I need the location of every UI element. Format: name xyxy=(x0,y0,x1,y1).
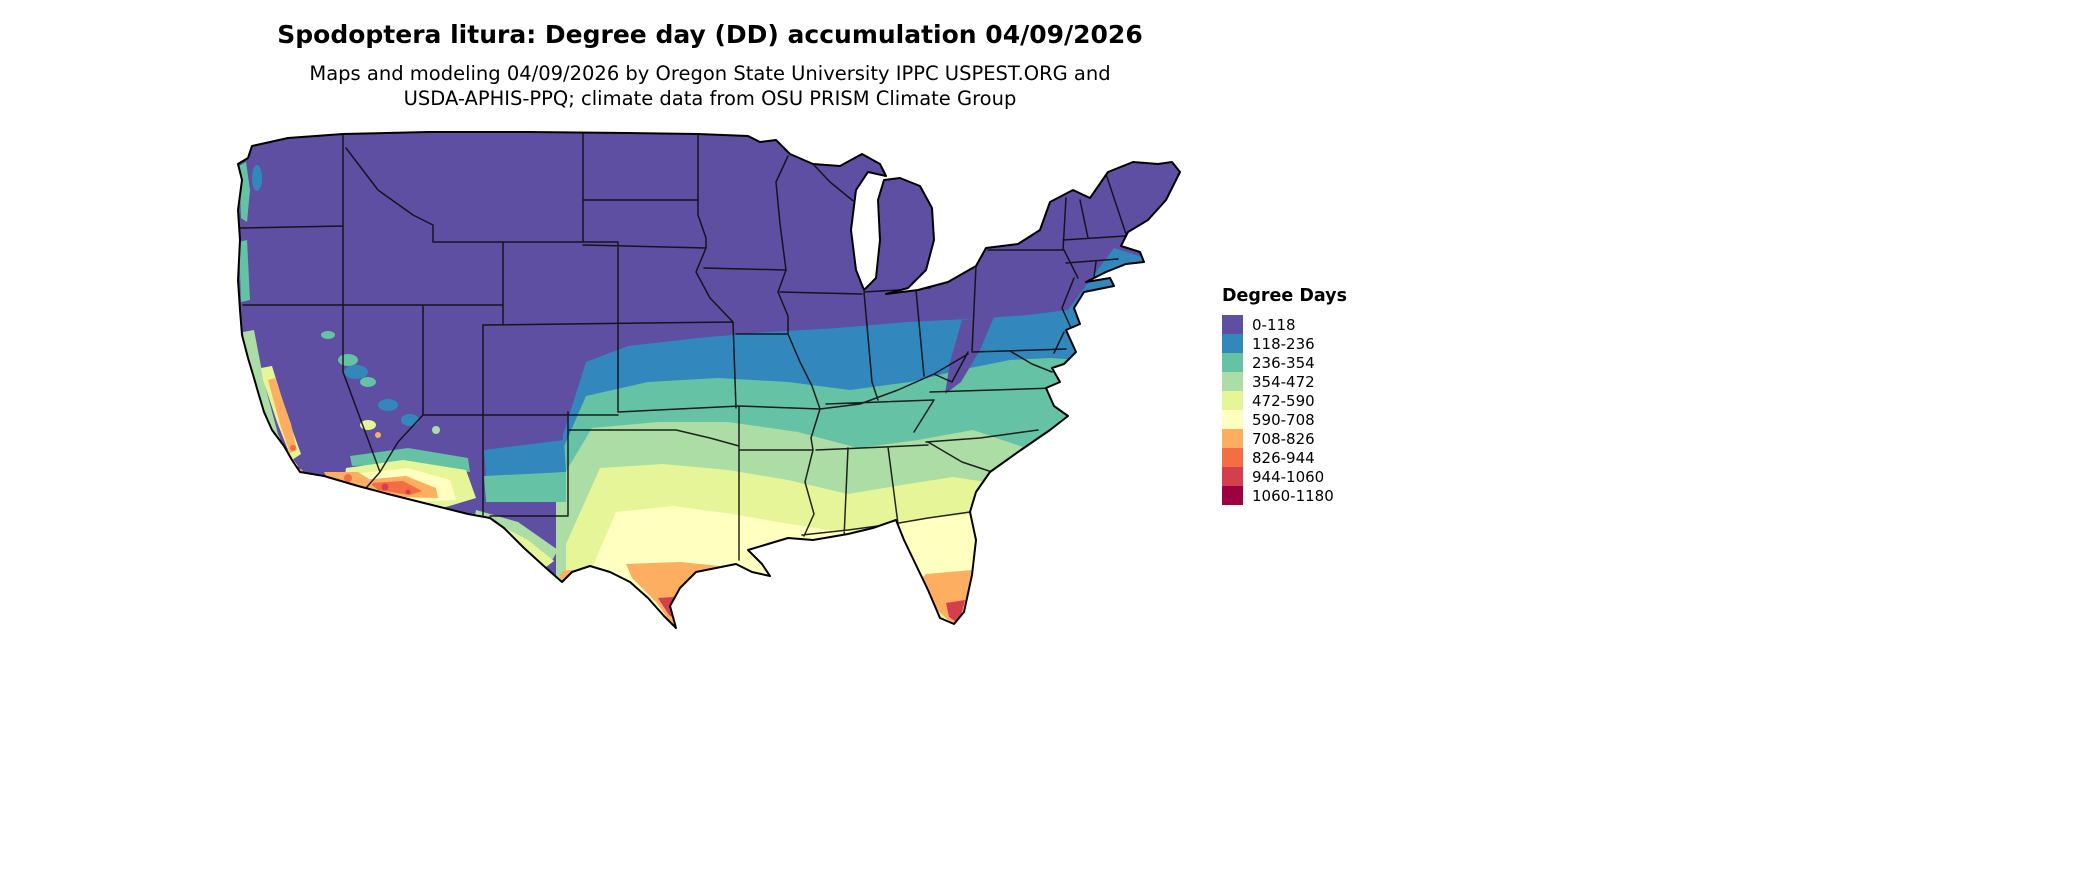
degree-day-map xyxy=(228,120,1203,680)
legend-label: 1060-1180 xyxy=(1252,486,1334,505)
subtitle-line-2: USDA-APHIS-PPQ; climate data from OSU PR… xyxy=(403,86,1017,110)
legend-swatch xyxy=(1222,372,1243,391)
nevada-teal-patch xyxy=(321,331,335,339)
legend-item: 1060-1180 xyxy=(1222,486,1347,505)
page-title: Spodoptera litura: Degree day (DD) accum… xyxy=(277,20,1143,49)
legend-label: 118-236 xyxy=(1252,334,1315,353)
florida-keys-dot xyxy=(947,639,951,643)
puget-sound-blue-patch xyxy=(252,165,262,191)
legend-item: 590-708 xyxy=(1222,410,1347,429)
nevada-teal-patch xyxy=(360,377,376,387)
legend-item: 826-944 xyxy=(1222,448,1347,467)
legend-swatch xyxy=(1222,486,1243,505)
central-valley-orange-core xyxy=(268,378,297,453)
legend: Degree Days 0-118 118-236 236-354 354-472 47… xyxy=(1222,286,1347,505)
band-590-708 xyxy=(586,506,900,628)
legend-swatch xyxy=(1222,391,1243,410)
legend-title: Degree Days xyxy=(1222,286,1348,306)
california-coast-green-strip xyxy=(243,330,299,474)
legend-swatch xyxy=(1222,410,1243,429)
page-subtitle: Maps and modeling 04/09/2026 by Oregon S… xyxy=(0,62,1420,112)
nevada-blue-patch xyxy=(401,414,419,426)
legend-swatch xyxy=(1222,467,1243,486)
legend-item: 472-590 xyxy=(1222,391,1347,410)
florida-keys-dot xyxy=(936,638,941,643)
new-mexico-blue-zone xyxy=(484,440,566,476)
legend-swatch xyxy=(1222,353,1243,372)
legend-item: 354-472 xyxy=(1222,372,1347,391)
legend-item: 236-354 xyxy=(1222,353,1347,372)
st-george-green-spot xyxy=(432,426,440,434)
legend-label: 590-708 xyxy=(1252,410,1315,429)
florida-keys-dot xyxy=(924,634,929,639)
nevada-blue-patch xyxy=(344,365,368,379)
nevada-blue-patch xyxy=(378,399,398,411)
legend-items: 0-118 118-236 236-354 354-472 472-590 590-708… xyxy=(1222,315,1347,505)
imperial-valley-red-spot xyxy=(344,474,352,482)
death-valley-orange-spot xyxy=(375,432,381,438)
legend-label: 0-118 xyxy=(1252,315,1296,334)
state-borders xyxy=(239,132,1127,561)
legend-label: 472-590 xyxy=(1252,391,1315,410)
legend-item: 118-236 xyxy=(1222,334,1347,353)
subtitle-line-1: Maps and modeling 04/09/2026 by Oregon S… xyxy=(309,62,1111,85)
new-mexico-teal-zone xyxy=(484,472,566,502)
oregon-coast-teal-strip xyxy=(239,240,250,302)
bakersfield-red-spot xyxy=(290,445,296,451)
legend-item: 0-118 xyxy=(1222,315,1347,334)
legend-swatch xyxy=(1222,315,1243,334)
big-bend-hot-spot xyxy=(581,580,587,586)
legend-swatch xyxy=(1222,429,1243,448)
appalachian-purple-tongue xyxy=(945,317,994,394)
legend-swatch xyxy=(1222,334,1243,353)
legend-item: 708-826 xyxy=(1222,429,1347,448)
legend-label: 708-826 xyxy=(1252,429,1315,448)
legend-label: 236-354 xyxy=(1252,353,1315,372)
legend-label: 944-1060 xyxy=(1252,467,1325,486)
us-outline xyxy=(237,131,1181,629)
legend-swatch xyxy=(1222,448,1243,467)
legend-label: 826-944 xyxy=(1252,448,1315,467)
us-map-svg xyxy=(237,131,1181,643)
phoenix-red-spot xyxy=(381,483,389,491)
nevada-teal-patch xyxy=(338,354,358,366)
legend-item: 944-1060 xyxy=(1222,467,1347,486)
arizona-red-spot xyxy=(405,489,411,495)
legend-label: 354-472 xyxy=(1252,372,1315,391)
